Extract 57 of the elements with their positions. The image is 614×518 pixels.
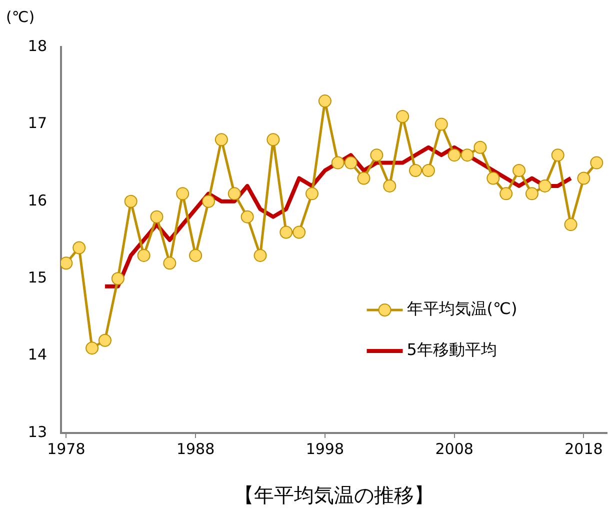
point [61,256,73,270]
point [344,156,358,170]
point [318,94,332,108]
y-axis-title: (℃) [6,8,35,26]
text: 【年平均気温の推移】 [234,483,434,508]
legend-label: 年平均気温(℃) [406,299,518,318]
point [422,164,435,178]
legend-label: 5年移動平均 [406,340,497,360]
point [137,248,150,262]
point [111,272,124,286]
point [176,187,190,200]
y-tick-label: 17 [28,114,47,132]
point [474,140,487,154]
point [214,133,228,146]
point [280,226,293,239]
point [409,164,422,178]
point [486,172,500,185]
point [370,148,384,162]
point [150,210,164,224]
y-tick-label: 15 [28,268,47,286]
point [590,156,604,170]
point [357,172,370,185]
x-tick-label: 1978 [47,440,86,458]
x-tick-label: 2008 [435,440,474,458]
point [292,226,306,239]
point [86,342,99,355]
point [72,241,86,254]
point [202,194,215,208]
point [124,194,138,208]
y-tick-label: 16 [28,191,47,210]
point [512,164,526,178]
point [448,148,461,162]
point [189,248,202,262]
point [538,179,552,192]
point [500,187,513,200]
point [163,256,176,270]
point [306,187,319,200]
point [434,118,448,131]
x-tick-label: 1998 [306,440,344,458]
point [577,172,590,185]
point [525,187,538,200]
y-tick-label: 13 [28,422,47,441]
y-tick-label: 18 [28,36,47,55]
point [331,156,344,170]
point [564,218,578,232]
x-tick-label: 1988 [176,440,215,458]
point [460,148,474,162]
point [396,110,410,123]
point [240,210,254,224]
point [383,179,396,192]
x-tick-label: 2018 [564,440,603,458]
point [551,148,564,162]
point [228,187,241,200]
point [266,133,280,146]
point [254,248,267,262]
point [98,334,112,347]
y-tick-label: 14 [28,346,47,364]
